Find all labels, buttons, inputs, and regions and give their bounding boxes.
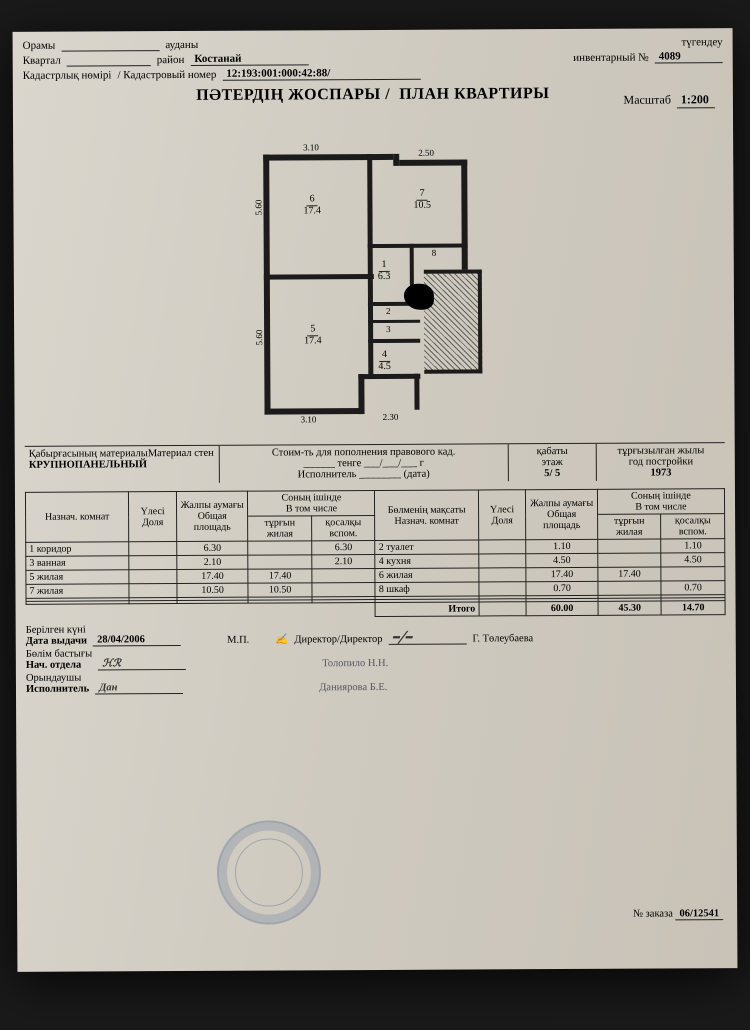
val-kad: 12:193:001:000:42:88/ (222, 67, 420, 81)
title-kk: ПӘТЕРДІҢ ЖОСПАРЫ / (196, 86, 390, 104)
th-vtom2-ru: В том числе (635, 501, 686, 512)
room-2-n: 2 (386, 306, 391, 316)
th-zh2-kk: тұрғын (614, 516, 645, 527)
th-ules-ru: Доля (142, 517, 163, 528)
room-7-a: 10.5 (413, 199, 431, 210)
th-zh2-ru: жилая (616, 527, 642, 538)
ft-nach-ru: Нач. отдела (26, 660, 81, 671)
ft-isp-name: Даниярова Б.Е. (319, 682, 387, 693)
th-nazn: Назнач. комнат (45, 511, 109, 522)
lbl-tugen: түгендеу (681, 36, 722, 48)
th-vsp-kk: қосалқы (325, 517, 361, 528)
header-top: Орамы ауданы Квартал район Костанай түгенде… (23, 36, 723, 67)
floor-ru: этаж (542, 457, 563, 468)
wall-ru: Материал стен (148, 448, 214, 459)
ft-dir: Директор/Директор (294, 634, 382, 645)
ft-mp: М.П. (227, 635, 249, 646)
room-6-a: 17.4 (303, 205, 321, 216)
ft-dir-name: Г. Төлеубаева (472, 633, 533, 644)
lbl-inv: инвентарный № (573, 52, 648, 64)
th-vtom-kk: Соның ішінде (282, 492, 342, 503)
tenge: тенге (338, 458, 362, 469)
ft-nach-name: Толопило Н.Н. (322, 658, 388, 669)
th-ules2-kk: Үлесі (490, 504, 514, 515)
th-vsp2-kk: қосалқы (675, 515, 711, 526)
meta-line: Қабырғасының материалыМатериал стен КРУП… (25, 442, 725, 484)
room-1-a: 6.3 (378, 270, 391, 281)
val-inv: 4089 (655, 50, 723, 63)
document-sheet: Орамы ауданы Квартал район Костанай түгенде… (13, 28, 738, 972)
scale: Масштаб 1:200 (623, 92, 714, 108)
room-5-a: 17.4 (304, 335, 322, 346)
floor-val: 5/ 5 (544, 468, 560, 479)
room-8-n: 8 (432, 248, 437, 258)
th-vtom-ru: В том числе (286, 503, 337, 514)
year-val: 1973 (650, 467, 671, 478)
lbl-kad-ru: / Кадастровый номер (117, 69, 216, 82)
ft-isp-kk: Орындаушы (26, 673, 81, 684)
title-ru: ПЛАН КВАРТИРЫ (399, 85, 549, 103)
th-ules-kk: Үлесі (141, 506, 165, 517)
data: (дата) (404, 469, 430, 480)
footer: Берілген күніДата выдачи 28/04/2006 М.П.… (26, 621, 726, 695)
ft-date-val: 28/04/2006 (93, 634, 181, 646)
dim-bot-l: 3.10 (301, 414, 317, 424)
stamp-icon (217, 820, 322, 925)
totals-row: Итого60.0045.3014.70 (26, 601, 725, 619)
order-lbl: № заказа (633, 908, 673, 919)
dim-left-up: 5.60 (253, 200, 263, 216)
th-zh-ru: жилая (267, 528, 293, 539)
wall-val: КРУПНОПАНЕЛЬНЫЙ (29, 459, 147, 471)
val-raion: Костанай (190, 52, 308, 66)
lbl-kad-kk: Кадастрлық нөмірі (23, 69, 112, 81)
year-kk: тұрғызылған жылы (618, 445, 705, 456)
scale-val: 1:200 (677, 92, 715, 108)
isp: Исполнитель (298, 469, 357, 480)
ft-nach-kk: Бөлім бастығы (26, 648, 92, 659)
th-vsp2-ru: вспом. (679, 526, 707, 537)
lbl-raion: район (157, 54, 185, 66)
th-tot2-kk: Жалпы аумағы (530, 498, 593, 509)
dim-left-dn: 5.60 (254, 330, 264, 346)
lbl-audany: ауданы (165, 39, 198, 51)
th-tot-kk: Жалпы аумағы (181, 500, 244, 511)
wall-kk: Қабырғасының материалы (29, 448, 148, 460)
th-ules2-ru: Доля (491, 515, 512, 526)
order-val: 06/12541 (675, 908, 723, 920)
th-tot2-ru: Общая площадь (543, 509, 580, 531)
th-tot-ru: Общая площадь (194, 511, 231, 533)
ft-date-kk: Берілген күні (26, 625, 86, 636)
th-nazn2a: Бөлменің мақсаты (388, 504, 466, 515)
rooms-table: Назнач. комнат ҮлесіДоля Жалпы аумағыОбщ… (25, 488, 726, 619)
lbl-orams: Орамы (23, 40, 56, 52)
th-zh-kk: тұрғын (264, 517, 295, 528)
page-title: ПӘТЕРДІҢ ЖОСПАРЫ / ПЛАН КВАРТИРЫ (23, 84, 723, 106)
floor-plan: 617.4 710.5 16.3 8 517.4 2 3 44.5 3.10 2… (263, 143, 484, 424)
scale-lbl: Масштаб (623, 92, 670, 106)
dim-top-l: 3.10 (303, 142, 319, 152)
cost-ru: Стоим-ть для пополнения правового кад. (272, 447, 456, 459)
th-nazn2b: Назнач. комнат (394, 515, 458, 526)
lbl-kvartal: Квартал (23, 55, 61, 67)
floor-kk: қабаты (537, 446, 568, 457)
year-ru: год постройки (629, 456, 693, 467)
th-vsp-ru: вспом. (329, 528, 357, 539)
ft-isp-ru: Исполнитель (26, 683, 89, 694)
order-no: № заказа 06/12541 (633, 908, 723, 920)
room-4-a: 4.5 (378, 360, 391, 371)
room-3-n: 3 (386, 324, 391, 334)
ft-date-ru: Дата выдачи (26, 636, 87, 647)
dim-bot-r: 2.30 (383, 412, 399, 422)
th-vtom2-kk: Соның ішінде (631, 490, 691, 501)
dim-top-r: 2.50 (418, 148, 434, 158)
